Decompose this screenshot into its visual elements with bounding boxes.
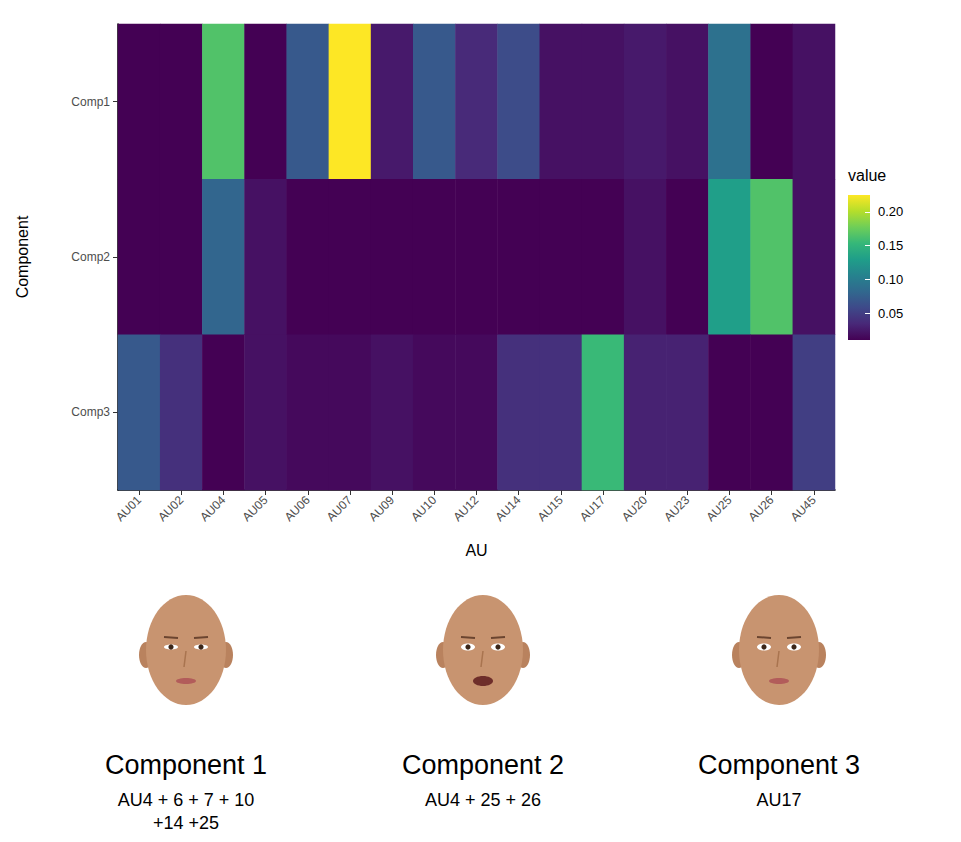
svg-text:AU45: AU45 [788, 493, 819, 524]
svg-text:AU26: AU26 [746, 493, 777, 524]
svg-text:AU12: AU12 [450, 493, 481, 524]
svg-text:0.05: 0.05 [878, 306, 903, 321]
svg-text:0.10: 0.10 [878, 272, 903, 287]
svg-text:Comp3: Comp3 [71, 405, 110, 419]
svg-text:AU4 + 6 + 7 + 10: AU4 + 6 + 7 + 10 [118, 790, 255, 810]
svg-text:AU02: AU02 [155, 493, 186, 524]
svg-text:AU04: AU04 [197, 493, 228, 524]
svg-text:Component: Component [14, 215, 31, 298]
svg-text:AU17: AU17 [577, 493, 608, 524]
svg-text:Component 2: Component 2 [402, 750, 564, 780]
svg-text:AU09: AU09 [366, 493, 397, 524]
svg-text:AU: AU [465, 542, 487, 559]
svg-text:AU07: AU07 [324, 493, 355, 524]
svg-text:0.20: 0.20 [878, 204, 903, 219]
svg-text:AU17: AU17 [756, 790, 801, 810]
svg-text:AU01: AU01 [113, 493, 144, 524]
svg-text:+14 +25: +14 +25 [153, 813, 219, 833]
svg-text:Comp2: Comp2 [71, 250, 110, 264]
svg-text:AU4 + 25 + 26: AU4 + 25 + 26 [425, 790, 541, 810]
svg-text:AU06: AU06 [282, 493, 313, 524]
svg-text:AU23: AU23 [661, 493, 692, 524]
svg-text:value: value [848, 167, 886, 184]
svg-text:Component 3: Component 3 [698, 750, 860, 780]
svg-text:AU15: AU15 [535, 493, 566, 524]
svg-text:AU10: AU10 [408, 493, 439, 524]
svg-text:AU25: AU25 [703, 493, 734, 524]
svg-text:AU05: AU05 [239, 493, 270, 524]
svg-text:0.15: 0.15 [878, 238, 903, 253]
svg-text:AU14: AU14 [493, 493, 524, 524]
svg-text:Component 1: Component 1 [105, 750, 267, 780]
svg-text:AU20: AU20 [619, 493, 650, 524]
svg-text:Comp1: Comp1 [71, 95, 110, 109]
